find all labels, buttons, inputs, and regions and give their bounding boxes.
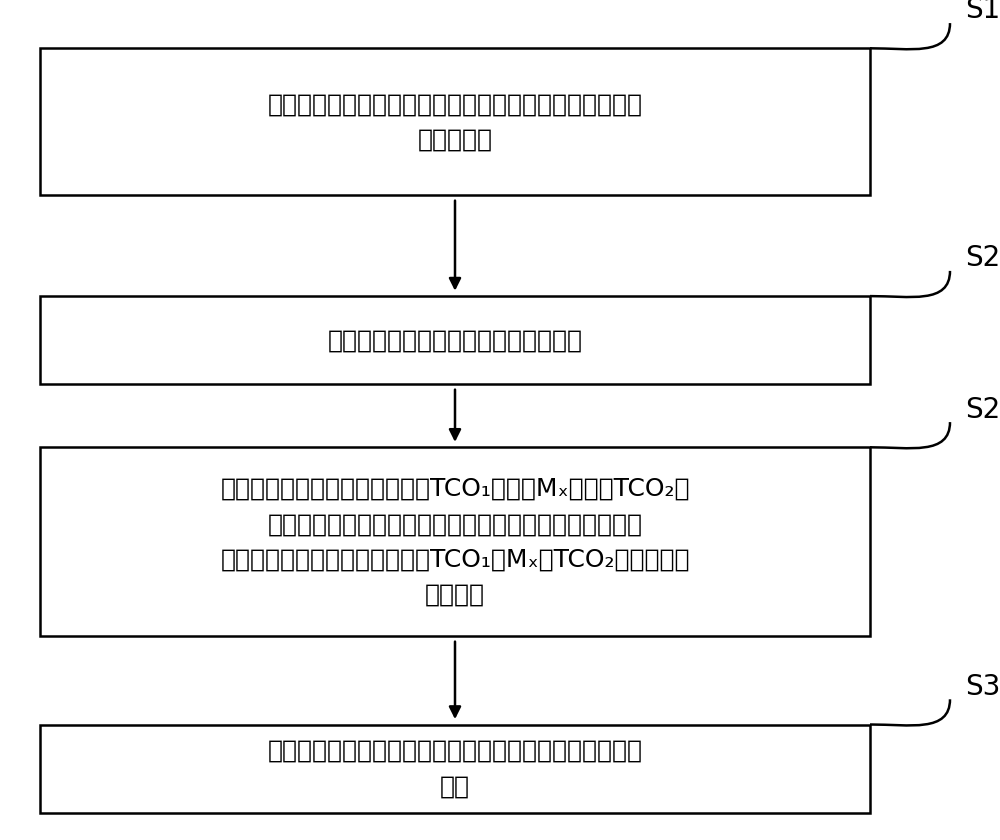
Text: S21: S21 — [965, 244, 1000, 272]
FancyBboxPatch shape — [40, 48, 870, 196]
Text: 材后，控制所述半成品电池通过所述链式磁控溅射腔体，: 材后，控制所述半成品电池通过所述链式磁控溅射腔体， — [268, 512, 642, 536]
Text: 电极: 电极 — [440, 774, 470, 798]
Text: 分别在所述正导电膜和所述复合叠层背导电膜上制作金属: 分别在所述正导电膜和所述复合叠层背导电膜上制作金属 — [268, 739, 642, 763]
Text: 在链式磁控溅射腔体中依次安装TCO₁靶材、Mₓ靶材和TCO₂靶: 在链式磁控溅射腔体中依次安装TCO₁靶材、Mₓ靶材和TCO₂靶 — [220, 477, 690, 501]
Text: 在硅片的正反面依次沉积本征非晶硅和掺杂非晶硅，形成: 在硅片的正反面依次沉积本征非晶硅和掺杂非晶硅，形成 — [268, 92, 642, 116]
Text: S22: S22 — [965, 396, 1000, 423]
Text: 以在所述半成品电池的反面沉积TCO₁、Mₓ和TCO₂的复合叠层: 以在所述半成品电池的反面沉积TCO₁、Mₓ和TCO₂的复合叠层 — [220, 548, 690, 571]
Text: 半成品电池: 半成品电池 — [418, 128, 492, 151]
FancyBboxPatch shape — [40, 724, 870, 813]
FancyBboxPatch shape — [40, 296, 870, 385]
Text: 在所述半成品电池的正面沉积正导电膜: 在所述半成品电池的正面沉积正导电膜 — [328, 328, 582, 352]
Text: 背导电膜: 背导电膜 — [425, 583, 485, 606]
FancyBboxPatch shape — [40, 447, 870, 637]
Text: S10: S10 — [965, 0, 1000, 24]
Text: S30: S30 — [965, 673, 1000, 701]
